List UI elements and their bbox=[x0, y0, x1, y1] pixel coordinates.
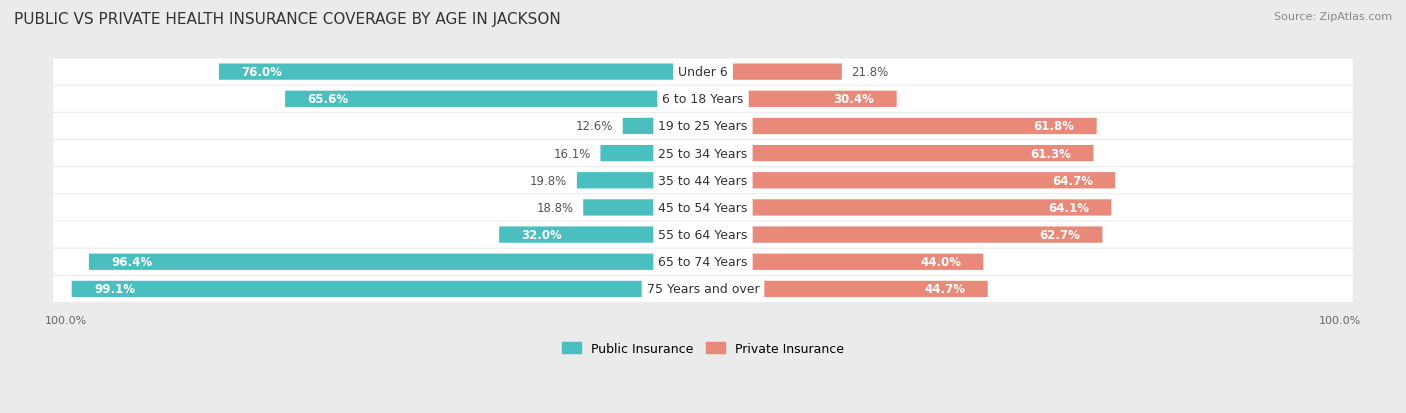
FancyBboxPatch shape bbox=[703, 64, 842, 81]
FancyBboxPatch shape bbox=[72, 281, 703, 297]
FancyBboxPatch shape bbox=[576, 173, 703, 189]
Text: 45 to 54 Years: 45 to 54 Years bbox=[658, 202, 748, 214]
FancyBboxPatch shape bbox=[703, 281, 988, 297]
Text: 18.8%: 18.8% bbox=[537, 202, 574, 214]
Text: 12.6%: 12.6% bbox=[576, 120, 613, 133]
Text: 44.7%: 44.7% bbox=[925, 283, 966, 296]
FancyBboxPatch shape bbox=[53, 276, 1353, 302]
Text: 21.8%: 21.8% bbox=[852, 66, 889, 79]
Text: 30.4%: 30.4% bbox=[834, 93, 875, 106]
FancyBboxPatch shape bbox=[285, 91, 703, 108]
Text: Under 6: Under 6 bbox=[678, 66, 728, 79]
Text: 6 to 18 Years: 6 to 18 Years bbox=[662, 93, 744, 106]
Text: 64.1%: 64.1% bbox=[1047, 202, 1090, 214]
FancyBboxPatch shape bbox=[703, 200, 1111, 216]
Text: 62.7%: 62.7% bbox=[1039, 228, 1080, 242]
FancyBboxPatch shape bbox=[703, 227, 1102, 243]
Text: 61.8%: 61.8% bbox=[1033, 120, 1074, 133]
Text: 65.6%: 65.6% bbox=[308, 93, 349, 106]
FancyBboxPatch shape bbox=[703, 254, 983, 270]
FancyBboxPatch shape bbox=[583, 200, 703, 216]
Text: 25 to 34 Years: 25 to 34 Years bbox=[658, 147, 748, 160]
Text: 19.8%: 19.8% bbox=[530, 174, 567, 188]
Text: 75 Years and over: 75 Years and over bbox=[647, 283, 759, 296]
FancyBboxPatch shape bbox=[703, 119, 1097, 135]
FancyBboxPatch shape bbox=[600, 146, 703, 162]
FancyBboxPatch shape bbox=[703, 146, 1094, 162]
FancyBboxPatch shape bbox=[623, 119, 703, 135]
Text: 19 to 25 Years: 19 to 25 Years bbox=[658, 120, 748, 133]
Text: 96.4%: 96.4% bbox=[111, 256, 152, 268]
Text: 64.7%: 64.7% bbox=[1052, 174, 1092, 188]
FancyBboxPatch shape bbox=[53, 168, 1353, 194]
FancyBboxPatch shape bbox=[53, 87, 1353, 113]
FancyBboxPatch shape bbox=[53, 114, 1353, 140]
Legend: Public Insurance, Private Insurance: Public Insurance, Private Insurance bbox=[557, 337, 849, 360]
FancyBboxPatch shape bbox=[219, 64, 703, 81]
FancyBboxPatch shape bbox=[499, 227, 703, 243]
Text: 35 to 44 Years: 35 to 44 Years bbox=[658, 174, 748, 188]
Text: PUBLIC VS PRIVATE HEALTH INSURANCE COVERAGE BY AGE IN JACKSON: PUBLIC VS PRIVATE HEALTH INSURANCE COVER… bbox=[14, 12, 561, 27]
Text: 55 to 64 Years: 55 to 64 Years bbox=[658, 228, 748, 242]
Text: 65 to 74 Years: 65 to 74 Years bbox=[658, 256, 748, 268]
FancyBboxPatch shape bbox=[703, 173, 1115, 189]
FancyBboxPatch shape bbox=[89, 254, 703, 270]
Text: 16.1%: 16.1% bbox=[554, 147, 591, 160]
FancyBboxPatch shape bbox=[53, 195, 1353, 221]
Text: 32.0%: 32.0% bbox=[522, 228, 562, 242]
Text: Source: ZipAtlas.com: Source: ZipAtlas.com bbox=[1274, 12, 1392, 22]
Text: 99.1%: 99.1% bbox=[94, 283, 135, 296]
Text: 61.3%: 61.3% bbox=[1031, 147, 1071, 160]
FancyBboxPatch shape bbox=[53, 59, 1353, 85]
Text: 76.0%: 76.0% bbox=[242, 66, 283, 79]
FancyBboxPatch shape bbox=[53, 222, 1353, 248]
FancyBboxPatch shape bbox=[53, 249, 1353, 275]
FancyBboxPatch shape bbox=[53, 141, 1353, 167]
Text: 44.0%: 44.0% bbox=[920, 256, 960, 268]
FancyBboxPatch shape bbox=[703, 91, 897, 108]
